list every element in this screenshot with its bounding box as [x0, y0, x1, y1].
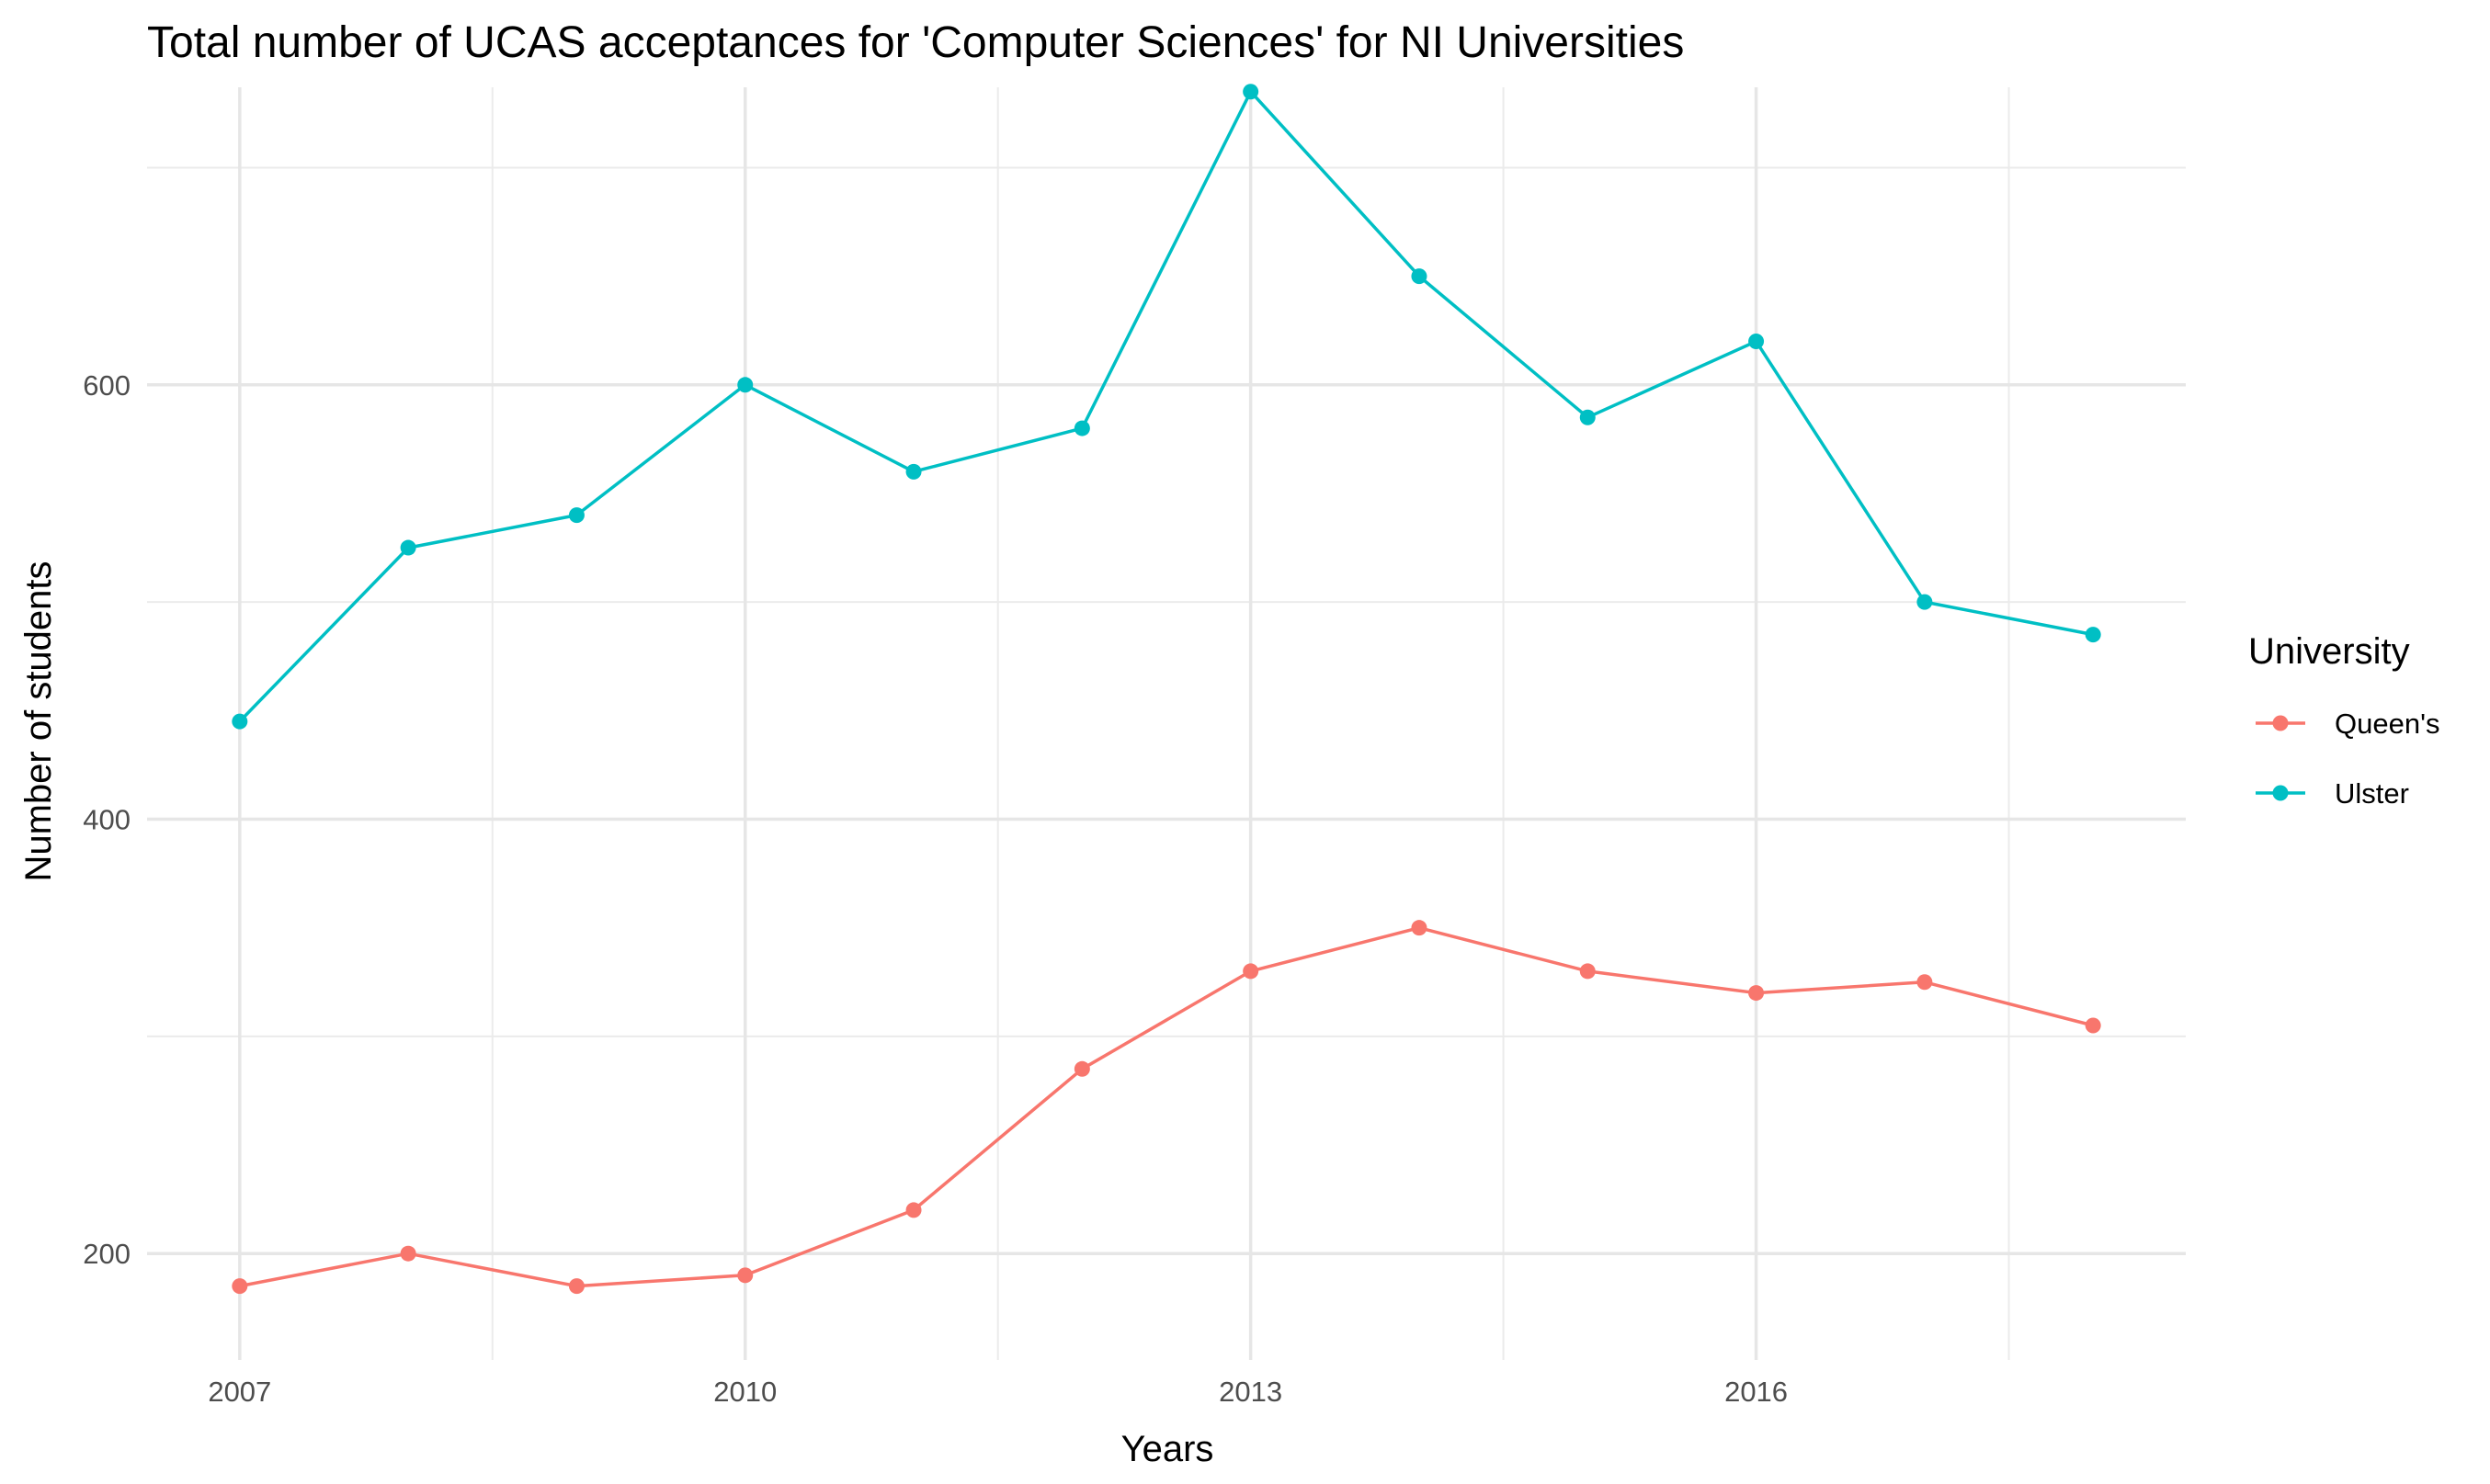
- data-point-ulster: [568, 507, 585, 524]
- data-point-queens: [1074, 1060, 1090, 1077]
- data-point-queens: [1748, 985, 1765, 1002]
- y-axis-title: Number of students: [18, 561, 59, 881]
- chart-title: Total number of UCAS acceptances for 'Co…: [147, 18, 1684, 67]
- data-point-ulster: [1748, 334, 1765, 350]
- y-tick-label: 400: [83, 803, 131, 835]
- legend-label-queens: Queen's: [2335, 708, 2440, 740]
- data-point-ulster: [1411, 268, 1427, 285]
- x-tick-label: 2007: [208, 1376, 271, 1408]
- series-line-queens: [239, 925, 2094, 1288]
- data-point-queens: [905, 1202, 922, 1218]
- data-point-queens: [737, 1267, 754, 1284]
- series-line-ulster: [238, 89, 2094, 723]
- data-point-queens: [400, 1245, 416, 1262]
- legend-key-point-queens: [2272, 715, 2289, 731]
- data-point-ulster: [1916, 594, 1933, 610]
- y-tick-label: 200: [83, 1238, 131, 1270]
- data-point-ulster: [2085, 627, 2101, 643]
- data-point-ulster: [232, 713, 248, 730]
- data-point-ulster: [905, 463, 922, 480]
- data-point-ulster: [737, 377, 754, 393]
- data-point-ulster: [400, 539, 416, 556]
- x-axis: 2007 2010 2013 2016: [208, 1376, 1788, 1408]
- data-point-queens: [2085, 1017, 2101, 1034]
- y-tick-label: 600: [83, 369, 131, 402]
- x-tick-label: 2016: [1724, 1376, 1788, 1408]
- legend-title: University: [2248, 631, 2410, 672]
- legend-label-ulster: Ulster: [2335, 777, 2409, 810]
- y-axis: 200 400 600: [83, 369, 131, 1270]
- grid: [147, 87, 2186, 1360]
- data-point-queens: [232, 1278, 248, 1295]
- data-point-queens: [568, 1278, 585, 1295]
- data-point-queens: [1243, 963, 1259, 980]
- data-point-ulster: [1579, 409, 1596, 425]
- data-point-queens: [1916, 974, 1933, 991]
- legend: University Queen's Ulster: [2248, 631, 2440, 810]
- data-point-ulster: [1074, 420, 1090, 436]
- x-tick-label: 2010: [713, 1376, 777, 1408]
- x-tick-label: 2013: [1219, 1376, 1282, 1408]
- data-point-queens: [1411, 920, 1427, 936]
- data-point-queens: [1579, 963, 1596, 980]
- data-point-ulster: [1243, 84, 1259, 100]
- x-axis-title: Years: [1121, 1429, 1214, 1469]
- plot-area: [232, 84, 2101, 1295]
- legend-key-point-ulster: [2272, 785, 2289, 801]
